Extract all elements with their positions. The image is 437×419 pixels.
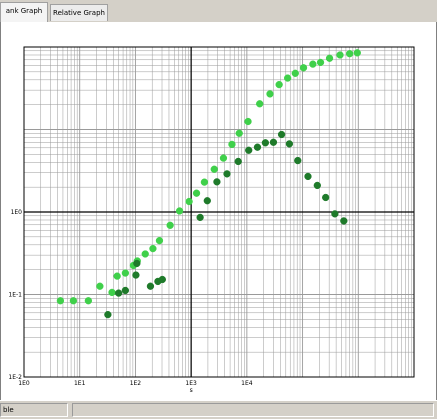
data-point-dark xyxy=(223,170,231,178)
data-point-light xyxy=(192,189,201,197)
data-point-light xyxy=(185,197,193,206)
data-point-light xyxy=(284,74,292,82)
data-point-dark xyxy=(196,213,204,222)
status-bar: ble xyxy=(0,400,437,419)
y-tick-label: 1E-2 xyxy=(8,374,22,381)
data-point-light xyxy=(353,49,361,57)
data-point-light xyxy=(219,154,228,162)
x-tick-label: 1E2 xyxy=(130,380,142,387)
log-log-chart: 1E0 1E1 1E2 1E3 1E4 1E0 1E-1 1E-2 s xyxy=(8,46,415,394)
data-point-dark xyxy=(245,146,253,154)
y-tick-label: 1E0 xyxy=(11,209,23,216)
data-point-light xyxy=(346,50,354,58)
data-point-dark xyxy=(331,210,339,218)
data-point-dark xyxy=(253,143,262,151)
data-point-dark xyxy=(277,130,286,139)
data-point-dark xyxy=(340,217,348,225)
data-point-dark xyxy=(158,275,166,284)
data-point-light xyxy=(228,140,236,149)
data-point-light xyxy=(96,282,104,290)
data-point-dark xyxy=(304,172,312,181)
data-point-light xyxy=(299,64,308,72)
chart-panel: 1E0 1E1 1E2 1E3 1E4 1E0 1E-1 1E-2 s xyxy=(0,22,437,400)
x-axis-label: s xyxy=(190,387,193,394)
data-point-dark xyxy=(121,286,130,295)
data-point-light xyxy=(309,60,317,68)
data-point-light xyxy=(166,221,174,229)
data-point-dark xyxy=(213,178,221,186)
data-point-light xyxy=(113,272,121,280)
data-point-light xyxy=(56,297,65,305)
status-panel xyxy=(72,403,434,417)
data-point-dark xyxy=(234,157,242,166)
x-tick-label: 1E1 xyxy=(74,380,86,387)
data-point-light xyxy=(256,100,264,108)
x-tick-label: 1E4 xyxy=(241,380,253,387)
data-point-light xyxy=(244,117,252,126)
x-tick-label: 1E3 xyxy=(185,380,197,387)
data-point-light xyxy=(291,69,299,77)
tab-rank-graph[interactable]: ank Graph xyxy=(0,2,48,22)
data-point-light xyxy=(325,54,334,62)
data-point-light xyxy=(155,236,164,245)
tab-bar: ank Graph Relative Graph xyxy=(0,0,437,23)
data-point-light xyxy=(275,80,283,89)
data-point-light xyxy=(235,129,243,137)
x-tick-label: 1E0 xyxy=(18,380,30,387)
chart-axes xyxy=(23,46,415,378)
data-point-dark xyxy=(146,282,155,290)
data-point-light xyxy=(121,269,130,277)
status-text: ble xyxy=(0,403,68,417)
data-point-dark xyxy=(203,197,211,205)
data-point-dark xyxy=(133,259,141,268)
data-point-dark xyxy=(285,140,294,148)
chart-tick-labels: 1E0 1E1 1E2 1E3 1E4 1E0 1E-1 1E-2 s xyxy=(8,209,252,394)
data-point-light xyxy=(210,165,218,173)
data-point-light xyxy=(200,178,209,186)
data-point-light xyxy=(84,297,93,305)
data-point-light xyxy=(175,207,184,215)
data-point-dark xyxy=(322,193,330,202)
data-point-light xyxy=(141,250,149,258)
data-point-dark xyxy=(261,139,270,147)
tab-relative-graph[interactable]: Relative Graph xyxy=(50,4,108,21)
data-point-dark xyxy=(269,138,278,146)
data-point-light xyxy=(108,288,116,297)
data-point-dark xyxy=(104,310,112,319)
y-tick-label: 1E-1 xyxy=(8,292,22,299)
data-point-dark xyxy=(132,271,140,279)
data-point-light xyxy=(266,90,274,98)
chart-points xyxy=(56,49,361,319)
data-point-dark xyxy=(313,181,321,190)
data-point-dark xyxy=(294,156,302,165)
data-point-light xyxy=(336,51,344,59)
data-point-light xyxy=(149,244,157,253)
data-point-light xyxy=(69,297,78,305)
data-point-dark xyxy=(115,289,123,297)
data-point-light xyxy=(316,58,325,67)
